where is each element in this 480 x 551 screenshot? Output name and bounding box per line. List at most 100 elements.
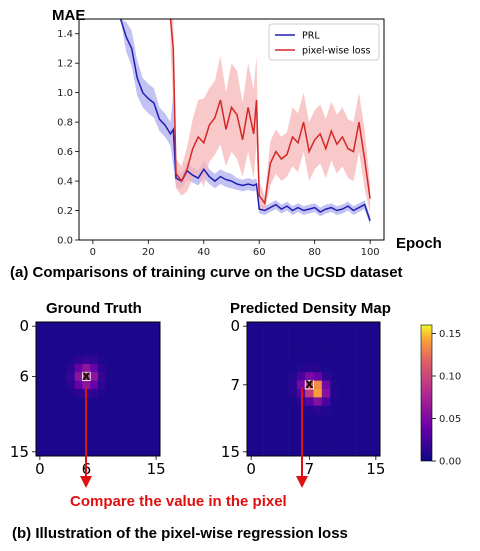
heatmap-cell (280, 363, 289, 373)
heatmap-cell (43, 330, 52, 340)
heatmap-cell (144, 347, 153, 356)
heatmap-cell (43, 380, 52, 390)
heatmap-cell (263, 338, 273, 348)
heatmap-cell (355, 330, 364, 340)
heatmap-cell (263, 422, 273, 432)
heatmap-cell (152, 414, 161, 423)
heatmap-cell (355, 422, 364, 432)
heatmap-cell (82, 338, 91, 348)
heatmap-frame-gt (35, 321, 161, 457)
heatmap-cell (105, 389, 114, 398)
series-line-prl (119, 18, 371, 222)
heatmap-cell (59, 414, 68, 423)
heatmap-cell (247, 397, 256, 407)
heatmap-cell (74, 439, 83, 448)
heatmap-cell (321, 389, 331, 398)
heatmap-cell (321, 422, 331, 432)
heatmap-cell (105, 422, 114, 432)
heatmap-cell (305, 330, 314, 340)
heatmap-cell (105, 414, 114, 423)
heatmap-cell (363, 447, 372, 457)
heatmap-cell (288, 363, 298, 373)
heatmap-cell (90, 389, 99, 398)
heatmap-cell (43, 363, 52, 373)
heatmap-cell (247, 372, 256, 381)
heatmap-cell (247, 439, 256, 448)
heatmap-cell (67, 355, 76, 365)
heatmap-cell (51, 430, 60, 440)
heatmap-cell (105, 439, 114, 448)
heatmap-cell (90, 430, 99, 440)
heatmap-cell (36, 414, 45, 423)
heatmap-cell (51, 363, 60, 373)
heatmap-cell (113, 355, 122, 365)
colorbar-tick-label: 0.10 (439, 372, 461, 383)
heatmap-cell (90, 439, 99, 448)
heatmap-cell (355, 372, 364, 381)
heatmap-cell (67, 330, 76, 340)
heatmap-cell (98, 414, 107, 423)
heatmap-cell (346, 380, 356, 390)
heatmap-cell (113, 372, 122, 381)
heatmap-cell (321, 414, 331, 423)
heatmap-cell (363, 347, 372, 356)
heatmap-cell (51, 405, 60, 415)
heatmap-cell (288, 439, 298, 448)
heatmap-cell (305, 380, 314, 390)
heatmap-cell (338, 347, 348, 356)
heatmap-cell (330, 397, 339, 407)
heatmap-cell (43, 405, 52, 415)
heatmap-cell (305, 338, 314, 348)
heatmap-cell (144, 389, 153, 398)
heatmap-cell (296, 338, 306, 348)
heatmap-cell (129, 397, 138, 407)
heatmap-cell (136, 414, 145, 423)
heatmap-cell (43, 447, 52, 457)
heatmap-y-tick-label: 0 (230, 317, 240, 335)
heatmap-cell (129, 380, 138, 390)
heatmap-cell (305, 397, 314, 407)
heatmap-cell (271, 347, 281, 356)
heatmap-cell (247, 414, 256, 423)
heatmap-cell (136, 372, 145, 381)
heatmap-cell (136, 397, 145, 407)
annotation-text: Compare the value in the pixel (70, 493, 287, 510)
heatmap-cell (129, 430, 138, 440)
heatmap-cell (355, 347, 364, 356)
heatmap-cell (82, 347, 91, 356)
y-tick-label: 0.6 (57, 147, 73, 158)
heatmap-cell (271, 397, 281, 407)
heatmap-cell (346, 338, 356, 348)
heatmap-cell (363, 439, 372, 448)
heatmap-cell (98, 397, 107, 407)
heatmap-cell (113, 363, 122, 373)
heatmap-cell (255, 330, 264, 340)
heatmap-cell (296, 355, 306, 365)
heatmap-cell (51, 380, 60, 390)
heatmap-cell (36, 355, 45, 365)
heatmap-cell (263, 372, 273, 381)
heatmap-cell (355, 439, 364, 448)
heatmap-cell (144, 447, 153, 457)
heatmap-cell (355, 338, 364, 348)
heatmap-cell (36, 439, 45, 448)
arrow-gt-head (80, 476, 92, 488)
heatmap-cell (288, 338, 298, 348)
heatmap-cell (51, 447, 60, 457)
heatmap-cell (36, 372, 45, 381)
heatmap-cell (105, 397, 114, 407)
heatmap-cell (330, 330, 339, 340)
heatmap-cell (136, 355, 145, 365)
heatmap-cell (263, 322, 273, 331)
heatmap-cell (129, 414, 138, 423)
heatmap-cell (113, 338, 122, 348)
heatmap-cell (271, 447, 281, 457)
heatmap-cell (355, 380, 364, 390)
heatmap-cell (67, 347, 76, 356)
heatmap-cell (98, 363, 107, 373)
heatmap-cell (136, 447, 145, 457)
heatmap-cell (129, 372, 138, 381)
heatmap-cell (36, 447, 45, 457)
heatmap-cell (98, 389, 107, 398)
